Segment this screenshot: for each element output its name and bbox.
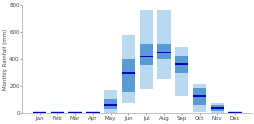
Bar (68, 112, 82, 113)
Bar (228, 111, 241, 113)
Bar (228, 112, 241, 113)
Bar (86, 112, 99, 113)
Bar (192, 84, 205, 112)
Bar (104, 90, 117, 113)
Bar (174, 63, 188, 65)
Bar (210, 105, 223, 111)
Bar (192, 88, 205, 105)
Bar (157, 44, 170, 59)
Bar (121, 35, 135, 103)
Bar (228, 112, 241, 114)
Bar (210, 107, 223, 109)
Bar (192, 95, 205, 97)
Bar (68, 111, 82, 113)
Bar (139, 10, 152, 89)
Bar (210, 103, 223, 113)
Bar (139, 44, 152, 65)
Bar (121, 59, 135, 92)
Bar (86, 112, 99, 113)
Bar (68, 112, 82, 114)
Bar (51, 111, 64, 113)
Y-axis label: Monthly Rainfall (mm): Monthly Rainfall (mm) (3, 29, 8, 90)
Bar (51, 112, 64, 114)
Bar (33, 111, 46, 113)
Bar (51, 112, 64, 113)
Bar (104, 98, 117, 109)
Bar (33, 112, 46, 113)
Bar (157, 51, 170, 53)
Bar (139, 56, 152, 57)
Bar (174, 56, 188, 73)
Bar (157, 10, 170, 79)
Bar (174, 47, 188, 96)
Bar (33, 112, 46, 114)
Bar (121, 72, 135, 74)
Bar (104, 105, 117, 106)
Bar (86, 111, 99, 113)
